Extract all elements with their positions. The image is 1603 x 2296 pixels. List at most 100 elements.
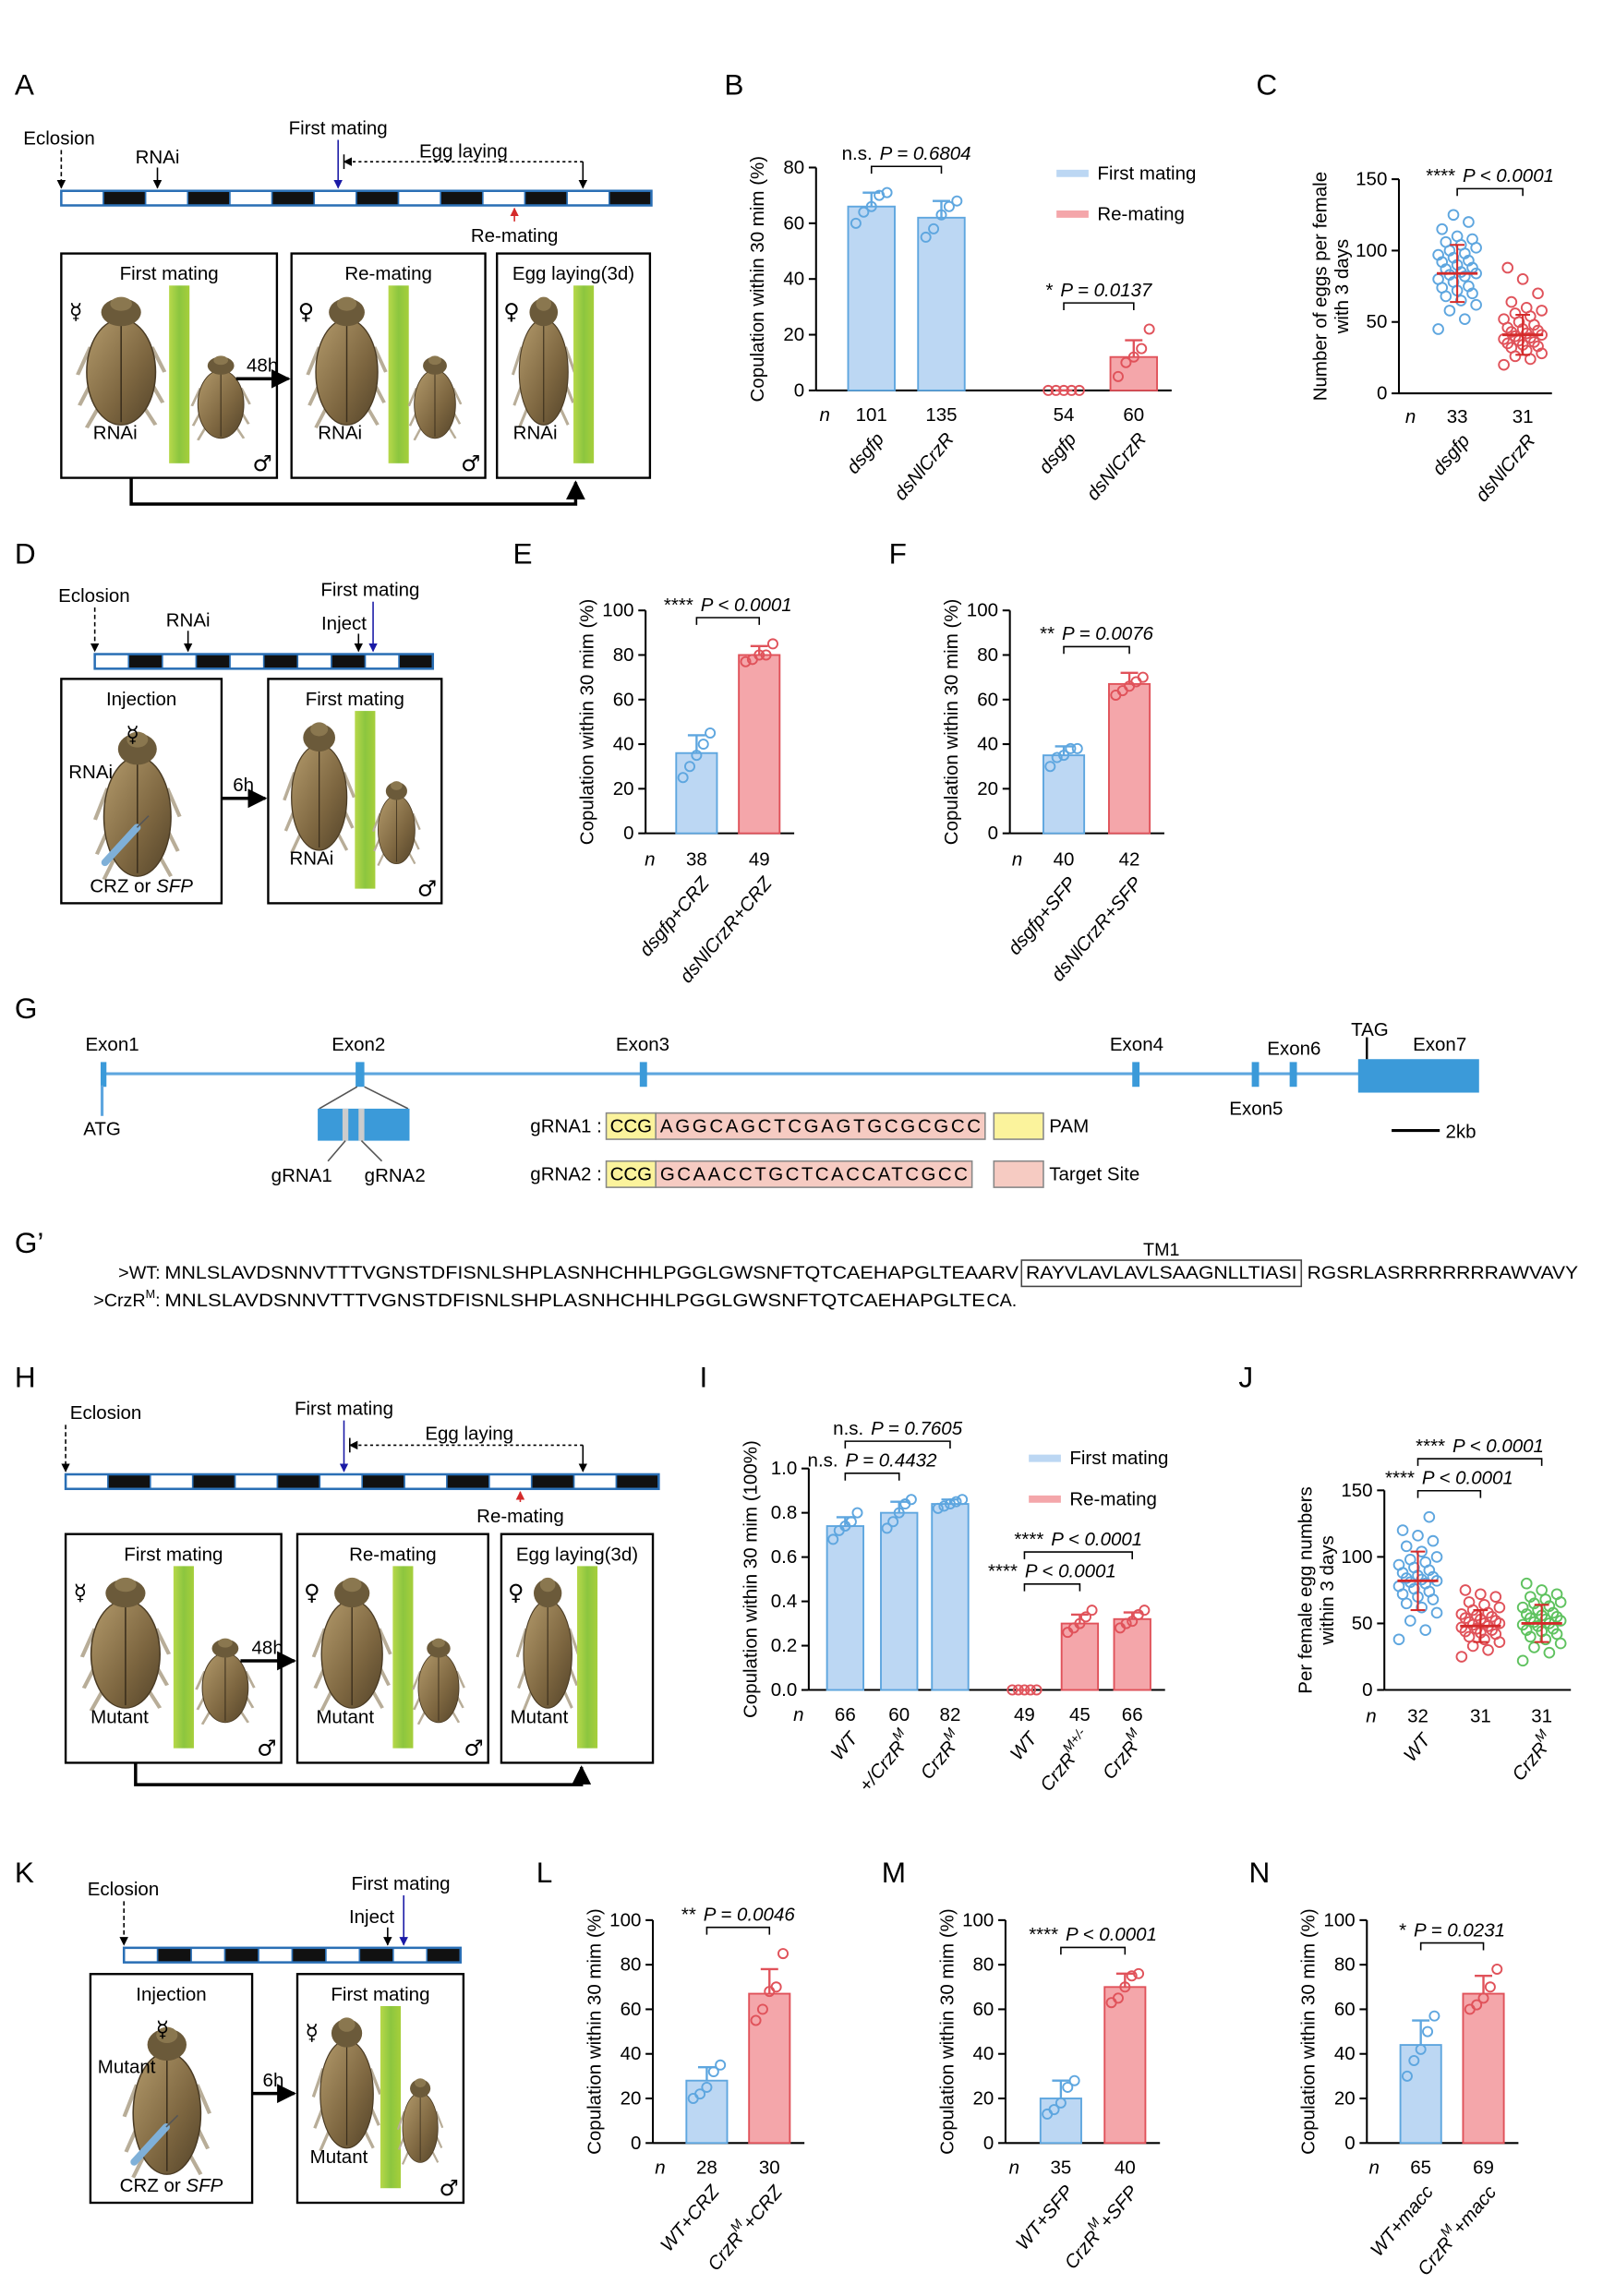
exon bbox=[1289, 1062, 1297, 1088]
x-tick-label-part: CrzR bbox=[1413, 2232, 1457, 2279]
y-tick-label: 0.8 bbox=[771, 1502, 798, 1523]
data-point bbox=[1430, 1606, 1443, 1619]
y-tick-label: 80 bbox=[783, 157, 804, 178]
data-point bbox=[1470, 298, 1482, 311]
y-tick-label: 60 bbox=[977, 689, 998, 710]
box-label: Mutant bbox=[310, 2146, 368, 2168]
stem bbox=[380, 2005, 402, 2189]
x-tick-label-part: CrzR bbox=[1098, 1737, 1142, 1784]
data-point bbox=[1422, 2026, 1434, 2038]
bar bbox=[931, 1503, 970, 1691]
n-value: 49 bbox=[749, 849, 770, 871]
p-value: P < 0.0001 bbox=[1066, 1924, 1157, 1945]
x-tick-label-part: +/CrzR bbox=[854, 1737, 909, 1796]
y-axis-label: Copulation within 30 mim (%) bbox=[941, 599, 962, 846]
p-value: P < 0.0001 bbox=[1463, 165, 1554, 186]
data-point bbox=[1493, 1601, 1506, 1614]
data-point bbox=[1428, 2010, 1440, 2022]
start-codon: ATG bbox=[83, 1118, 121, 1139]
female-symbol: ♀ bbox=[304, 1580, 319, 1605]
legend-label: Re-mating bbox=[1069, 1488, 1157, 1509]
y-tick-label: 80 bbox=[621, 1954, 642, 1976]
n-value: 54 bbox=[1054, 404, 1075, 426]
y-tick-label: 40 bbox=[972, 2043, 994, 2064]
male-symbol: ♂ bbox=[461, 451, 480, 476]
y-axis-label: Copulation within 30 mim (%) bbox=[584, 1908, 605, 2155]
inject-label: Inject bbox=[321, 613, 367, 634]
data-point bbox=[858, 206, 870, 218]
grna-name: gRNA1 : bbox=[530, 1115, 601, 1136]
seq-mutation: CA. bbox=[986, 1291, 1017, 1311]
exon-label: Exon6 bbox=[1267, 1039, 1320, 1060]
box-title: Egg laying(3d) bbox=[516, 1544, 638, 1565]
data-point bbox=[1489, 1591, 1502, 1603]
data-point bbox=[1430, 1551, 1443, 1563]
timeline-segment bbox=[127, 653, 163, 670]
exon bbox=[639, 1062, 647, 1088]
data-point bbox=[677, 772, 689, 784]
data-point bbox=[1528, 1641, 1540, 1653]
data-point bbox=[1086, 1605, 1098, 1617]
timeline-segment bbox=[404, 1473, 448, 1490]
timeline-segment bbox=[609, 189, 653, 207]
data-point bbox=[1484, 1981, 1496, 1993]
n-label: n bbox=[1366, 1705, 1376, 1726]
target-box bbox=[655, 1112, 986, 1140]
timeline-segment bbox=[446, 1473, 490, 1490]
data-point bbox=[1065, 742, 1077, 754]
y-tick-label: 40 bbox=[1334, 2043, 1356, 2064]
panel-label: D bbox=[15, 537, 36, 571]
data-point bbox=[1554, 1637, 1567, 1650]
stem bbox=[392, 1566, 414, 1749]
data-point bbox=[1459, 1584, 1472, 1596]
timeline-segment bbox=[195, 653, 231, 670]
data-point bbox=[1412, 1530, 1424, 1542]
significance: n.s. bbox=[842, 143, 873, 164]
panel-label: J bbox=[1238, 1360, 1253, 1393]
n-value: 66 bbox=[835, 1704, 856, 1725]
data-point bbox=[1139, 1605, 1151, 1617]
timeline-segment bbox=[190, 1947, 226, 1964]
timeline-segment bbox=[271, 189, 316, 207]
data-point bbox=[1475, 1588, 1487, 1601]
box-label: Mutant bbox=[511, 1706, 569, 1727]
data-point bbox=[1404, 1553, 1416, 1566]
interval-label: 6h bbox=[263, 2070, 284, 2091]
legend-label: First mating bbox=[1097, 162, 1196, 184]
x-tick-label: dsNlCrzR bbox=[1471, 430, 1539, 506]
data-point bbox=[715, 2059, 727, 2071]
comparison-bracket bbox=[844, 1440, 951, 1449]
y-tick-label: 0 bbox=[988, 823, 998, 844]
y-tick-label: 20 bbox=[972, 2088, 994, 2110]
comparison-bracket bbox=[1063, 302, 1135, 311]
y-axis-label: Copulation within 30 mim (%) bbox=[577, 599, 598, 846]
comparison-label: * P = 0.0137 bbox=[1045, 279, 1152, 300]
male-symbol: ♂ bbox=[417, 876, 437, 902]
data-point bbox=[1436, 222, 1449, 235]
timeline-segment bbox=[234, 1473, 279, 1490]
timeline-segment bbox=[93, 653, 130, 670]
first-mating-label: First mating bbox=[320, 580, 419, 601]
p-value: P = 0.0137 bbox=[1060, 279, 1153, 300]
timeline-segment bbox=[566, 189, 610, 207]
data-point bbox=[1466, 233, 1478, 246]
data-point bbox=[1143, 323, 1155, 335]
panel-label: B bbox=[724, 68, 743, 102]
data-point bbox=[1451, 230, 1464, 243]
data-point bbox=[845, 1516, 857, 1528]
timeline-segment bbox=[262, 653, 299, 670]
panel-label: N bbox=[1248, 1856, 1270, 1889]
box-label: RNAi bbox=[318, 422, 362, 443]
legend-label: PAM bbox=[1049, 1115, 1089, 1136]
y-axis-label: Copulation within 30 mim (100%) bbox=[740, 1440, 761, 1718]
y-tick-label: 20 bbox=[613, 778, 634, 799]
bar bbox=[685, 2079, 729, 2145]
data-point bbox=[920, 231, 932, 243]
y-axis-label: Copulation within 30 mim (%) bbox=[747, 156, 768, 403]
syringe bbox=[130, 2123, 170, 2166]
legend-label: Re-mating bbox=[1097, 203, 1185, 224]
timeline-segment bbox=[60, 189, 104, 207]
data-point bbox=[750, 2014, 762, 2026]
data-point bbox=[1043, 384, 1055, 396]
significance: * bbox=[1399, 1919, 1406, 1941]
